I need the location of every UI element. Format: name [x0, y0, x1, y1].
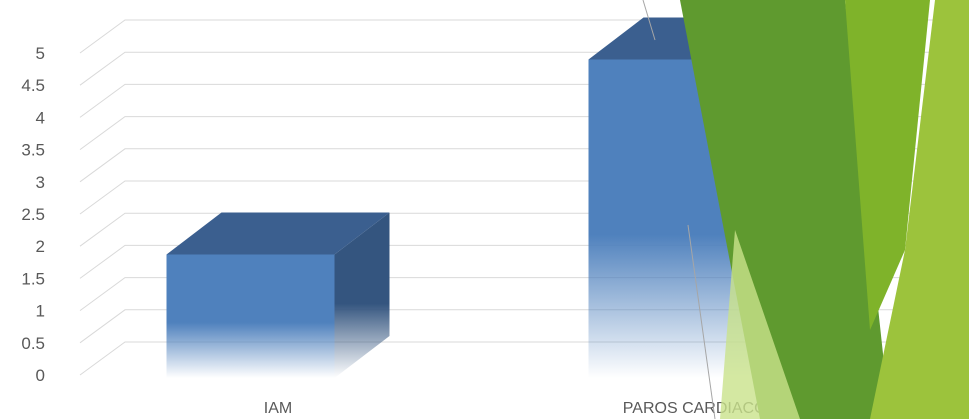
y-tick-labels: 0 0.5 1 1.5 2 2.5 3 3.5 4 4.5 5 — [21, 44, 45, 385]
category-labels: IAM PAROS CARDIACOS — [264, 400, 777, 417]
decor-shape-pale — [720, 230, 800, 419]
bar-side — [334, 212, 390, 378]
y-tick-label: 4.5 — [21, 76, 45, 95]
y-tick-label: 3.5 — [21, 141, 45, 160]
y-tick-label: 2 — [36, 237, 45, 256]
y-tick-label: 1.5 — [21, 269, 45, 288]
decor-shape-mid — [845, 0, 930, 330]
y-tick-label: 0 — [36, 366, 45, 385]
decor-shape-dark — [680, 0, 890, 419]
y-tick-label: 5 — [36, 44, 45, 63]
decor-thin-line-2 — [687, 224, 716, 419]
y-tick-label: 0.5 — [21, 334, 45, 353]
bar — [166, 212, 390, 378]
y-tick-label: 1 — [36, 302, 45, 321]
y-tick-label: 4 — [36, 108, 45, 127]
category-label: IAM — [264, 400, 292, 417]
bar-top — [166, 212, 390, 255]
decor-shape-light — [870, 0, 969, 419]
y-tick-label: 2.5 — [21, 205, 45, 224]
bar-front — [166, 254, 335, 378]
decor-thin-line — [642, 0, 656, 41]
y-tick-label: 3 — [36, 173, 45, 192]
decorative-theme-shapes — [642, 0, 969, 419]
